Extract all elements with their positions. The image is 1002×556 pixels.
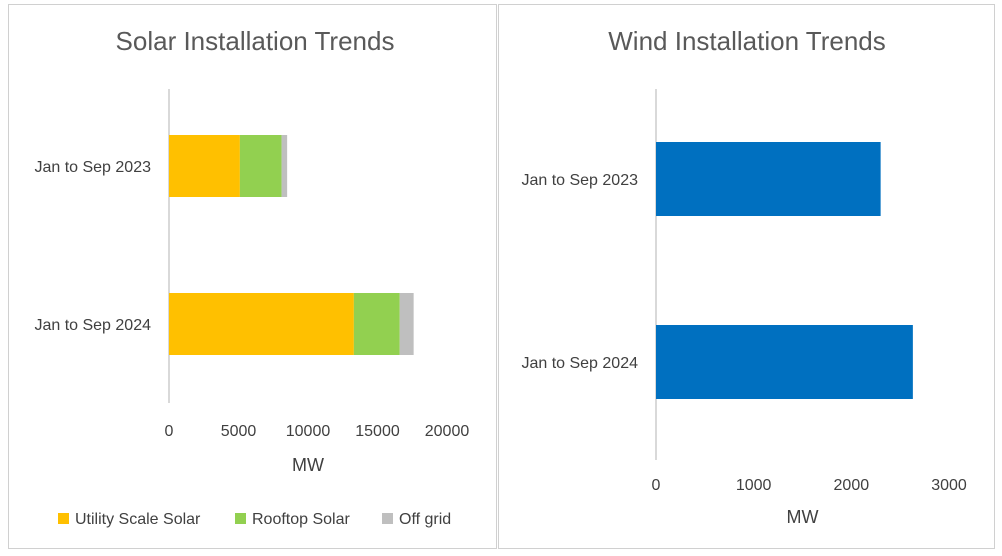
solar-bar-rooftop-solar xyxy=(353,293,400,355)
wind-chart: Wind Installation Trends Jan to Sep 2023 J… xyxy=(521,26,967,527)
wind-x-tick-label: 2000 xyxy=(834,477,870,494)
solar-bar-rooftop-solar xyxy=(239,135,282,197)
solar-x-tick-label: 15000 xyxy=(355,423,400,440)
solar-bar-off-grid xyxy=(399,293,414,355)
wind-chart-panel: Wind Installation Trends Jan to Sep 2023 J… xyxy=(498,4,995,549)
solar-bar-off-grid xyxy=(281,135,288,197)
solar-category-label: Jan to Sep 2023 xyxy=(34,159,151,176)
solar-legend-swatch xyxy=(382,513,393,524)
solar-chart-title: Solar Installation Trends xyxy=(116,26,395,56)
solar-chart-panel: Solar Installation Trends Jan to Sep 2023… xyxy=(8,4,497,549)
solar-x-tick-label: 20000 xyxy=(425,423,470,440)
solar-category-label: Jan to Sep 2024 xyxy=(34,317,151,334)
wind-x-tick-label: 3000 xyxy=(931,477,967,494)
solar-x-axis-title: MW xyxy=(292,455,324,475)
solar-chart: Solar Installation Trends Jan to Sep 2023… xyxy=(34,26,470,528)
wind-bar-series0 xyxy=(656,142,881,216)
solar-legend-label: Off grid xyxy=(399,511,451,528)
wind-x-tick-label: 1000 xyxy=(736,477,772,494)
solar-bar-utility-scale-solar xyxy=(169,293,354,355)
wind-x-axis-title: MW xyxy=(787,507,819,527)
solar-legend-label: Rooftop Solar xyxy=(252,511,351,528)
solar-bar-utility-scale-solar xyxy=(169,135,240,197)
wind-chart-title: Wind Installation Trends xyxy=(608,26,885,56)
wind-category-label: Jan to Sep 2024 xyxy=(521,355,638,372)
wind-bar-series0 xyxy=(656,325,913,399)
solar-x-tick-label: 10000 xyxy=(286,423,331,440)
solar-legend-swatch xyxy=(235,513,246,524)
solar-legend-label: Utility Scale Solar xyxy=(75,511,201,528)
wind-category-label: Jan to Sep 2023 xyxy=(521,172,638,189)
solar-legend-swatch xyxy=(58,513,69,524)
solar-x-tick-label: 0 xyxy=(165,423,174,440)
wind-x-tick-label: 0 xyxy=(652,477,661,494)
solar-x-tick-label: 5000 xyxy=(221,423,257,440)
